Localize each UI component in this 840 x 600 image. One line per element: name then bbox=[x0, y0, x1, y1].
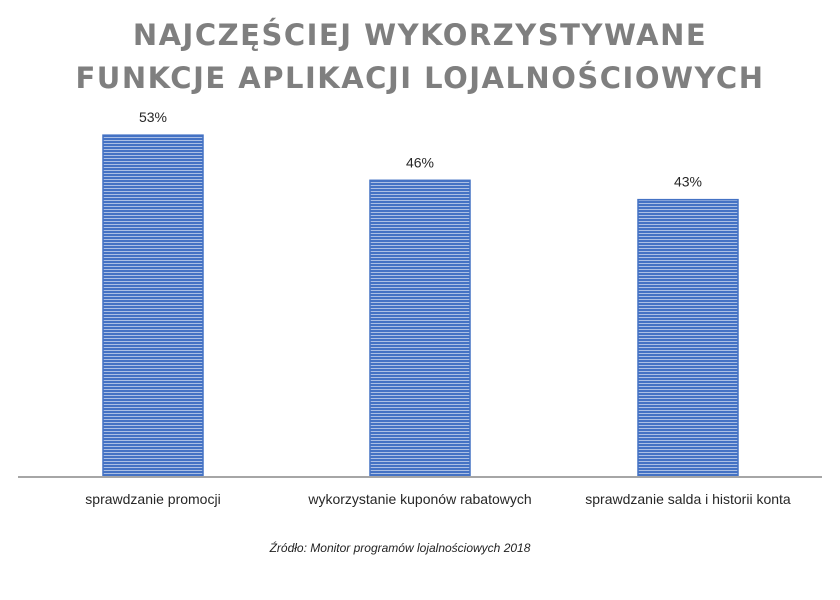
bar-3 bbox=[637, 198, 739, 478]
category-label-3: sprawdzanie salda i historii konta bbox=[585, 491, 791, 507]
chart-title-line-2: FUNKCJE APLIKACJI LOJALNOŚCIOWYCH bbox=[75, 61, 765, 95]
bar-value-label-1: 53% bbox=[139, 109, 167, 125]
bar-value-label-2: 46% bbox=[406, 154, 434, 170]
bar-2 bbox=[369, 179, 471, 478]
category-label-2: wykorzystanie kuponów rabatowych bbox=[307, 491, 531, 507]
category-label-1: sprawdzanie promocji bbox=[85, 491, 220, 507]
chart-title-line-1: NAJCZĘŚCIEJ WYKORZYSTYWANE bbox=[132, 18, 708, 52]
bar-1 bbox=[102, 134, 204, 478]
chart-title: NAJCZĘŚCIEJ WYKORZYSTYWANE FUNKCJE APLIK… bbox=[0, 14, 840, 100]
bar-value-label-3: 43% bbox=[674, 174, 702, 190]
labels-layer: 53% sprawdzanie promocji 46% wykorzystanie … bbox=[85, 109, 791, 507]
source-note: Źródło: Monitor programów lojalnościowyc… bbox=[269, 541, 531, 555]
bars-layer bbox=[102, 134, 739, 478]
